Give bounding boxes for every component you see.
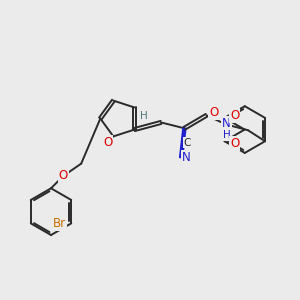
Text: N: N	[182, 151, 191, 164]
Text: N: N	[222, 117, 231, 130]
Text: O: O	[209, 106, 218, 119]
Text: O: O	[59, 169, 68, 182]
Text: O: O	[103, 136, 112, 149]
Text: O: O	[230, 109, 239, 122]
Text: C: C	[184, 138, 191, 148]
Text: O: O	[230, 137, 239, 150]
Text: H: H	[223, 130, 230, 140]
Text: Br: Br	[53, 217, 66, 230]
Text: H: H	[140, 111, 148, 121]
